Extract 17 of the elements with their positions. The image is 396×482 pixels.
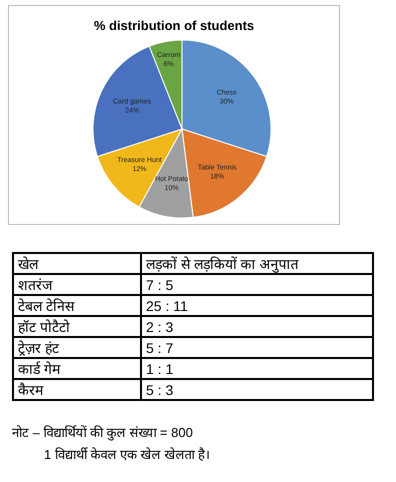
category-label: खेल [13,253,141,274]
text: 1 विद्यार्थी केवल एक खेल खेलता है। [43,446,211,463]
text: 25 : 11 [146,298,188,314]
chart-title: % distribution of students [92,18,256,33]
category-label: कैरम [13,379,141,400]
text: 5 : 3 [146,382,174,398]
text: नोट – विद्यार्थियों की कुल संख्या = 800 [12,424,194,441]
category-label: शतरंज [13,274,141,295]
text: 1 : 1 [146,360,174,376]
text: 7 : 5 [146,276,174,292]
category-label: कार्ड गेम [13,358,141,379]
category-label: टेबल टेनिस [13,295,141,316]
text: लड़कों से लड़कियों का अनुपात [146,256,299,272]
text: 5 : 7 [146,340,174,356]
text: 2 : 3 [146,318,174,334]
category-label: हॉट पोटैटो [13,316,141,337]
category-label: ट्रेज़र हंट [13,337,141,358]
